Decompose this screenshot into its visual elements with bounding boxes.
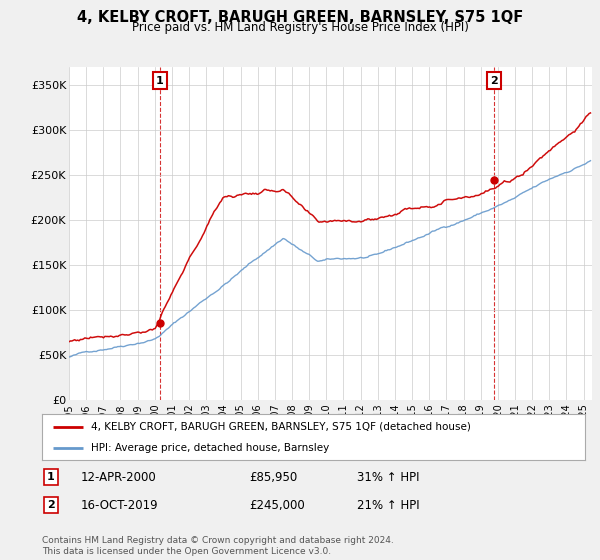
Text: £245,000: £245,000	[249, 498, 305, 512]
Text: Contains HM Land Registry data © Crown copyright and database right 2024.
This d: Contains HM Land Registry data © Crown c…	[42, 536, 394, 556]
Text: 4, KELBY CROFT, BARUGH GREEN, BARNSLEY, S75 1QF: 4, KELBY CROFT, BARUGH GREEN, BARNSLEY, …	[77, 10, 523, 25]
Text: 2: 2	[47, 500, 55, 510]
Text: 31% ↑ HPI: 31% ↑ HPI	[357, 470, 419, 484]
Text: 12-APR-2000: 12-APR-2000	[81, 470, 157, 484]
Text: HPI: Average price, detached house, Barnsley: HPI: Average price, detached house, Barn…	[91, 443, 329, 453]
Text: 4, KELBY CROFT, BARUGH GREEN, BARNSLEY, S75 1QF (detached house): 4, KELBY CROFT, BARUGH GREEN, BARNSLEY, …	[91, 422, 471, 432]
Text: 21% ↑ HPI: 21% ↑ HPI	[357, 498, 419, 512]
Text: 1: 1	[47, 472, 55, 482]
Text: 2: 2	[490, 76, 498, 86]
Text: Price paid vs. HM Land Registry's House Price Index (HPI): Price paid vs. HM Land Registry's House …	[131, 21, 469, 34]
Text: 16-OCT-2019: 16-OCT-2019	[81, 498, 158, 512]
Text: 1: 1	[155, 76, 163, 86]
Text: £85,950: £85,950	[249, 470, 297, 484]
